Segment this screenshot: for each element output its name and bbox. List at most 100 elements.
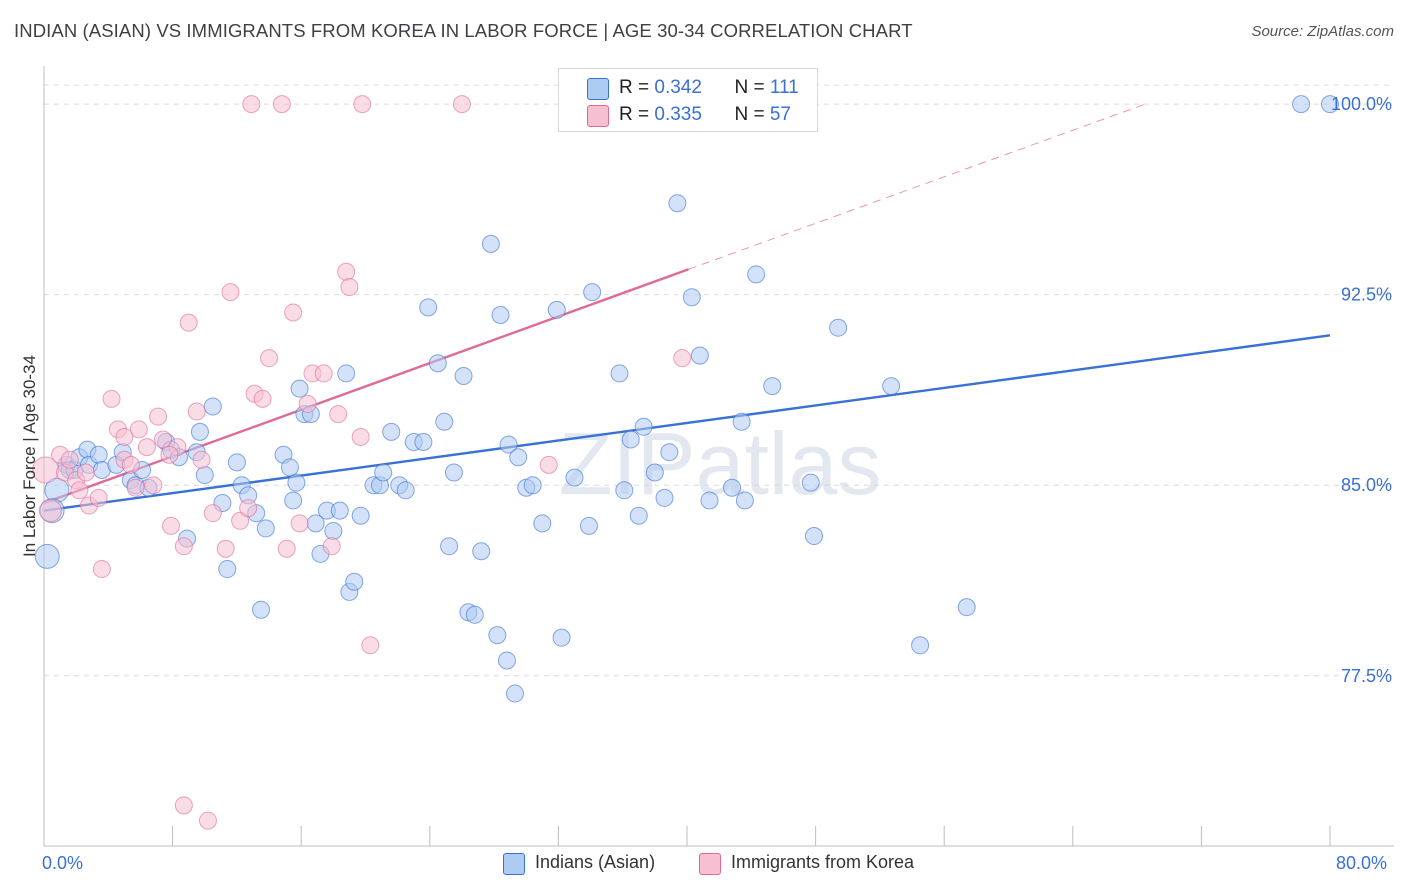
point-indians: [610, 364, 629, 383]
point-indians: [655, 488, 674, 507]
correlation-legend: R = 0.342 N = 111 R = 0.335 N = 57: [558, 68, 818, 132]
point-indians: [227, 453, 246, 472]
point-indians: [89, 445, 108, 464]
point-korea: [272, 95, 291, 114]
point-indians: [454, 366, 473, 385]
trend-line-indians: [43, 334, 1331, 512]
point-indians: [195, 466, 214, 485]
point-korea: [160, 445, 179, 464]
point-indians: [547, 300, 566, 319]
point-korea: [298, 394, 317, 413]
point-korea: [92, 560, 111, 579]
point-indians: [491, 305, 510, 324]
point-korea: [253, 389, 272, 408]
point-indians: [804, 527, 823, 546]
point-indians: [533, 514, 552, 533]
point-indians: [615, 481, 634, 500]
point-indians: [829, 318, 848, 337]
r-label: R =: [619, 104, 655, 125]
point-korea: [144, 476, 163, 495]
blue-swatch-icon: [587, 78, 609, 100]
point-indians: [499, 435, 518, 454]
point-indians: [629, 506, 648, 525]
point-indians: [472, 542, 491, 561]
point-korea: [137, 438, 156, 457]
y-tick-labels: 77.5% 85.0% 92.5% 100.0%: [1331, 94, 1392, 686]
point-indians: [34, 543, 60, 569]
point-korea: [351, 427, 370, 446]
source-credit: Source: ZipAtlas.com: [1251, 23, 1394, 40]
point-korea: [539, 455, 558, 474]
point-indians: [190, 422, 209, 441]
point-korea: [174, 796, 193, 815]
point-indians: [1292, 95, 1311, 114]
y-tick-label: 85.0%: [1341, 475, 1392, 495]
point-indians: [1321, 95, 1339, 114]
point-indians: [505, 684, 524, 703]
point-korea: [242, 95, 261, 114]
data-points: [32, 95, 1339, 830]
point-korea: [102, 389, 121, 408]
point-korea: [70, 481, 89, 500]
point-korea: [216, 539, 235, 558]
point-indians: [396, 481, 415, 500]
pink-swatch-icon: [587, 105, 609, 127]
point-korea: [198, 811, 217, 830]
point-indians: [523, 476, 542, 495]
point-korea: [277, 539, 296, 558]
point-indians: [287, 473, 306, 492]
point-korea: [329, 405, 348, 424]
point-indians: [723, 478, 742, 497]
legend-label: Immigrants from Korea: [731, 852, 915, 872]
point-indians: [552, 628, 571, 647]
point-indians: [218, 560, 237, 579]
point-korea: [192, 450, 211, 469]
trend-lines: [43, 103, 1331, 512]
point-indians: [668, 194, 687, 213]
point-korea: [38, 499, 62, 523]
trend-line-korea: [43, 268, 690, 505]
point-korea: [337, 262, 356, 281]
point-korea: [76, 463, 95, 482]
point-korea: [60, 450, 79, 469]
point-indians: [481, 234, 500, 253]
point-indians: [382, 422, 401, 441]
pink-swatch-icon: [699, 853, 721, 875]
point-indians: [660, 443, 679, 462]
n-label: N =: [734, 104, 770, 125]
point-korea: [322, 537, 341, 556]
point-korea: [284, 303, 303, 322]
point-korea: [126, 478, 145, 497]
point-indians: [414, 433, 433, 452]
point-indians: [682, 288, 701, 307]
point-indians: [290, 379, 309, 398]
gridlines: [44, 84, 1394, 677]
point-korea: [239, 499, 258, 518]
point-indians: [801, 473, 820, 492]
point-korea: [161, 516, 180, 535]
n-label: N =: [734, 77, 770, 98]
point-indians: [337, 364, 356, 383]
point-indians: [735, 491, 754, 510]
point-indians: [444, 463, 463, 482]
y-tick-label: 92.5%: [1341, 285, 1392, 305]
point-korea: [89, 488, 108, 507]
point-korea: [187, 402, 206, 421]
point-indians: [345, 572, 364, 591]
point-korea: [673, 349, 692, 368]
point-indians: [374, 463, 393, 482]
point-indians: [284, 491, 303, 510]
point-indians: [256, 519, 275, 538]
r-label: R =: [619, 77, 655, 98]
point-indians: [957, 598, 976, 617]
point-indians: [428, 354, 447, 373]
point-korea: [153, 430, 172, 449]
point-indians: [252, 600, 271, 619]
point-indians: [497, 651, 516, 670]
point-indians: [700, 491, 719, 510]
watermark: ZIPatlas: [559, 414, 882, 513]
point-indians: [280, 458, 299, 477]
point-indians: [488, 626, 507, 645]
point-indians: [419, 298, 438, 317]
n-value: 111: [769, 77, 799, 98]
